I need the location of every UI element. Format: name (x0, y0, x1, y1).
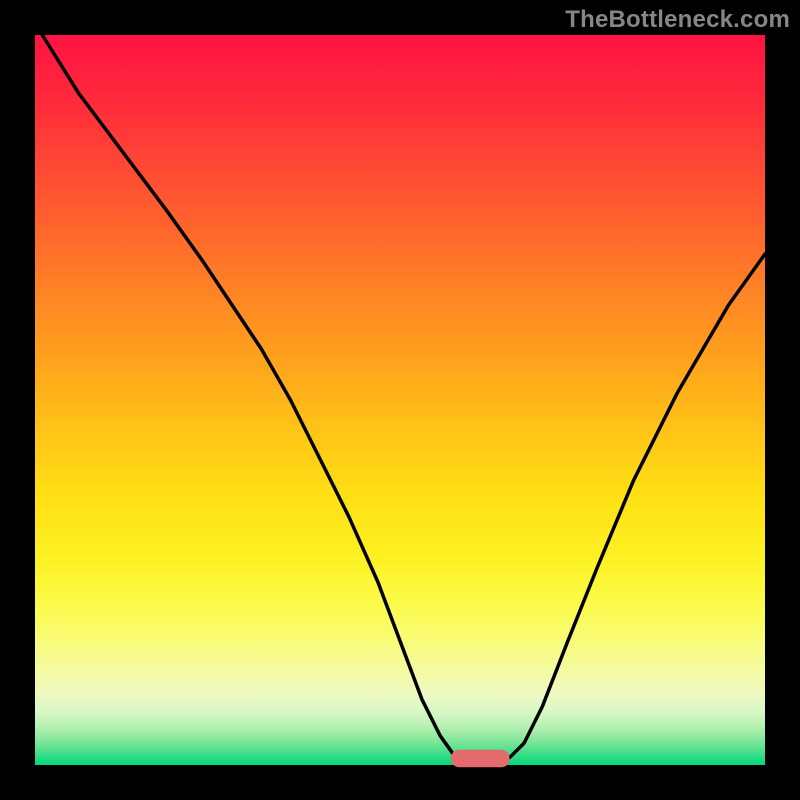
plot-area (35, 35, 765, 765)
bottleneck-chart (0, 0, 800, 800)
watermark-text: TheBottleneck.com (565, 6, 790, 34)
optimal-marker (451, 750, 509, 768)
chart-container: TheBottleneck.com (0, 0, 800, 800)
